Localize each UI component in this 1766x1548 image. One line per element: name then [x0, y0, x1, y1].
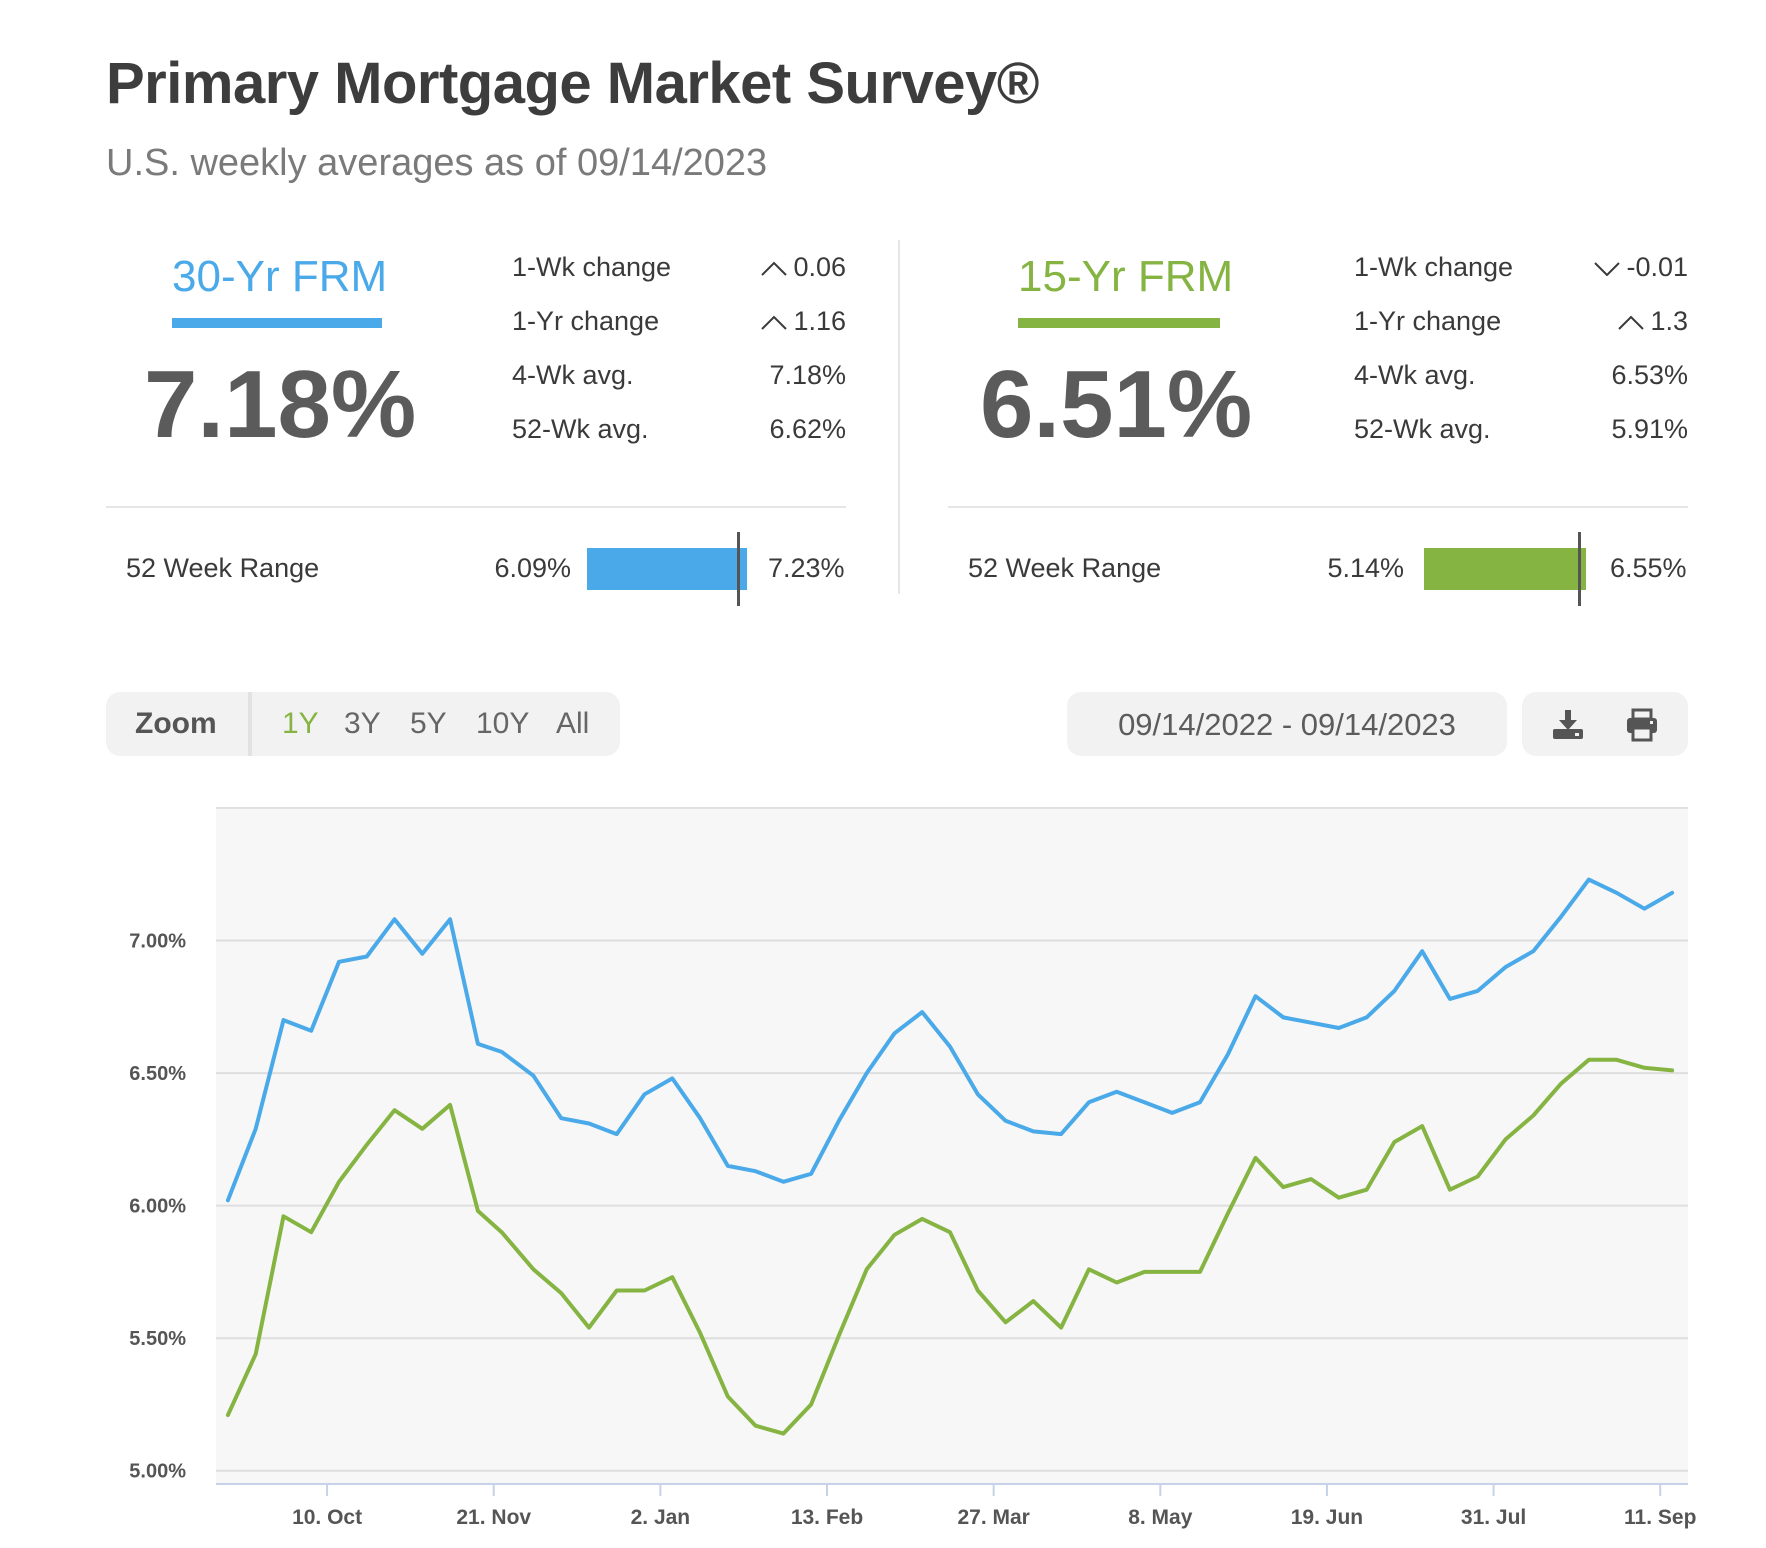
- stat-label: 1-Wk change: [512, 252, 672, 282]
- stat-value: 1.16: [761, 306, 846, 337]
- range-max: 7.23%: [768, 553, 845, 583]
- x-tick-label: 27. Mar: [957, 1506, 1029, 1529]
- x-tick-label: 21. Nov: [456, 1506, 531, 1529]
- rate-chart: 5.00% 5.50% 6.00% 6.50% 7.00% 10. Oct 21. Nov 2…: [129, 807, 1696, 1529]
- stat-label: 1-Yr change: [1354, 306, 1502, 336]
- x-tick-label: 2. Jan: [631, 1506, 691, 1529]
- x-tick-label: 8. May: [1128, 1506, 1193, 1529]
- stat-label: 1-Yr change: [512, 306, 660, 336]
- panel-divider: [948, 506, 1688, 508]
- stat-value: 1.3: [1618, 306, 1688, 337]
- stat-value: 6.62%: [769, 414, 846, 444]
- range-marker: [737, 532, 740, 606]
- range-min: 6.09%: [494, 553, 571, 583]
- stat-value: 5.91%: [1611, 414, 1688, 444]
- y-tick-label: 6.00%: [129, 1196, 186, 1218]
- zoom-10y-button[interactable]: 10Y: [476, 707, 530, 740]
- rate-value: 6.51%: [980, 351, 1253, 458]
- panel-separator: [898, 240, 900, 594]
- x-tick-label: 10. Oct: [292, 1506, 362, 1529]
- export-toolbar: [1522, 692, 1688, 756]
- chevron-up-icon: [761, 260, 788, 276]
- rate-name: 15-Yr FRM: [1018, 252, 1234, 301]
- x-tick-label: 11. Sep: [1624, 1506, 1696, 1529]
- stat-value: 7.18%: [769, 360, 846, 390]
- zoom-all-button[interactable]: All: [556, 707, 590, 740]
- print-icon[interactable]: [1624, 708, 1660, 747]
- rate-value: 7.18%: [144, 351, 417, 458]
- range-bar: [1424, 548, 1586, 590]
- range-label: 52 Week Range: [126, 553, 320, 583]
- zoom-label: Zoom: [135, 707, 217, 740]
- x-tick-label: 31. Jul: [1461, 1506, 1526, 1529]
- y-tick-label: 5.50%: [129, 1328, 186, 1350]
- y-tick-label: 6.50%: [129, 1063, 186, 1085]
- chevron-down-icon: [1594, 260, 1621, 276]
- download-icon[interactable]: [1550, 708, 1586, 747]
- chevron-up-icon: [1618, 314, 1645, 330]
- series-line: [225, 877, 1675, 1203]
- range-bar: [587, 548, 747, 590]
- stat-label: 1-Wk change: [1354, 252, 1514, 282]
- y-tick-label: 7.00%: [129, 931, 186, 953]
- zoom-separator: [248, 692, 252, 756]
- chevron-up-icon: [761, 314, 788, 330]
- rate-name: 30-Yr FRM: [172, 252, 388, 301]
- y-tick-label: 5.00%: [129, 1461, 186, 1483]
- date-range-text[interactable]: 09/14/2022 - 09/14/2023: [1118, 707, 1456, 742]
- zoom-3y-button[interactable]: 3Y: [344, 707, 381, 740]
- zoom-control: [106, 692, 620, 756]
- stat-value: -0.01: [1594, 252, 1688, 283]
- rate-underline: [1018, 318, 1220, 328]
- rate-panel-30yr: 30-Yr FRM 7.18% 1-Wk change 0.06 1-Yr ch…: [106, 240, 846, 606]
- stat-label: 52-Wk avg.: [1354, 414, 1491, 444]
- zoom-5y-button[interactable]: 5Y: [410, 707, 447, 740]
- page-title: Primary Mortgage Market Survey®: [106, 51, 1040, 116]
- stat-value: 0.06: [761, 252, 846, 283]
- range-max: 6.55%: [1610, 553, 1687, 583]
- x-tick-label: 13. Feb: [791, 1506, 863, 1529]
- zoom-1y-button[interactable]: 1Y: [282, 707, 319, 740]
- rate-panel-15yr: 15-Yr FRM 6.51% 1-Wk change -0.01 1-Yr c…: [948, 240, 1688, 606]
- plot-area: [216, 808, 1688, 1484]
- stat-label: 4-Wk avg.: [512, 360, 634, 390]
- x-tick-label: 19. Jun: [1291, 1506, 1363, 1529]
- rate-underline: [172, 318, 382, 328]
- page-subtitle: U.S. weekly averages as of 09/14/2023: [106, 142, 768, 184]
- date-range-picker[interactable]: [1067, 692, 1507, 756]
- range-label: 52 Week Range: [968, 553, 1162, 583]
- range-min: 5.14%: [1327, 553, 1404, 583]
- range-marker: [1578, 532, 1581, 606]
- panel-divider: [106, 506, 846, 508]
- stat-label: 52-Wk avg.: [512, 414, 649, 444]
- stat-value: 6.53%: [1611, 360, 1688, 390]
- stat-label: 4-Wk avg.: [1354, 360, 1476, 390]
- series-line: [225, 1057, 1675, 1436]
